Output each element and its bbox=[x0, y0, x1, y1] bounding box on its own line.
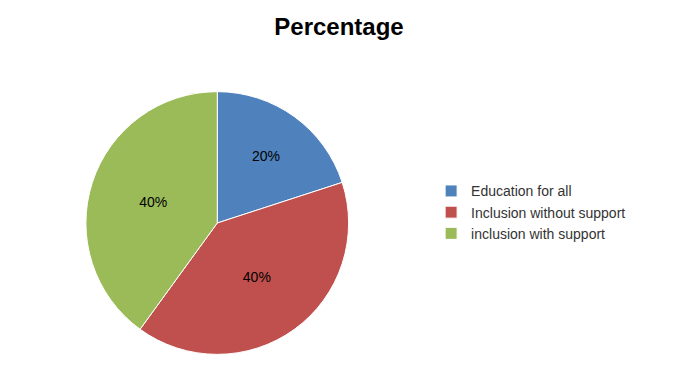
svg-text:40%: 40% bbox=[139, 194, 167, 210]
svg-text:40%: 40% bbox=[243, 269, 271, 285]
svg-text:inclusion with support: inclusion with support bbox=[471, 226, 605, 242]
svg-text:Percentage: Percentage bbox=[274, 13, 403, 40]
svg-text:20%: 20% bbox=[252, 148, 280, 164]
svg-text:Education for all: Education for all bbox=[471, 183, 571, 199]
svg-text:Inclusion without support: Inclusion without support bbox=[471, 205, 625, 221]
